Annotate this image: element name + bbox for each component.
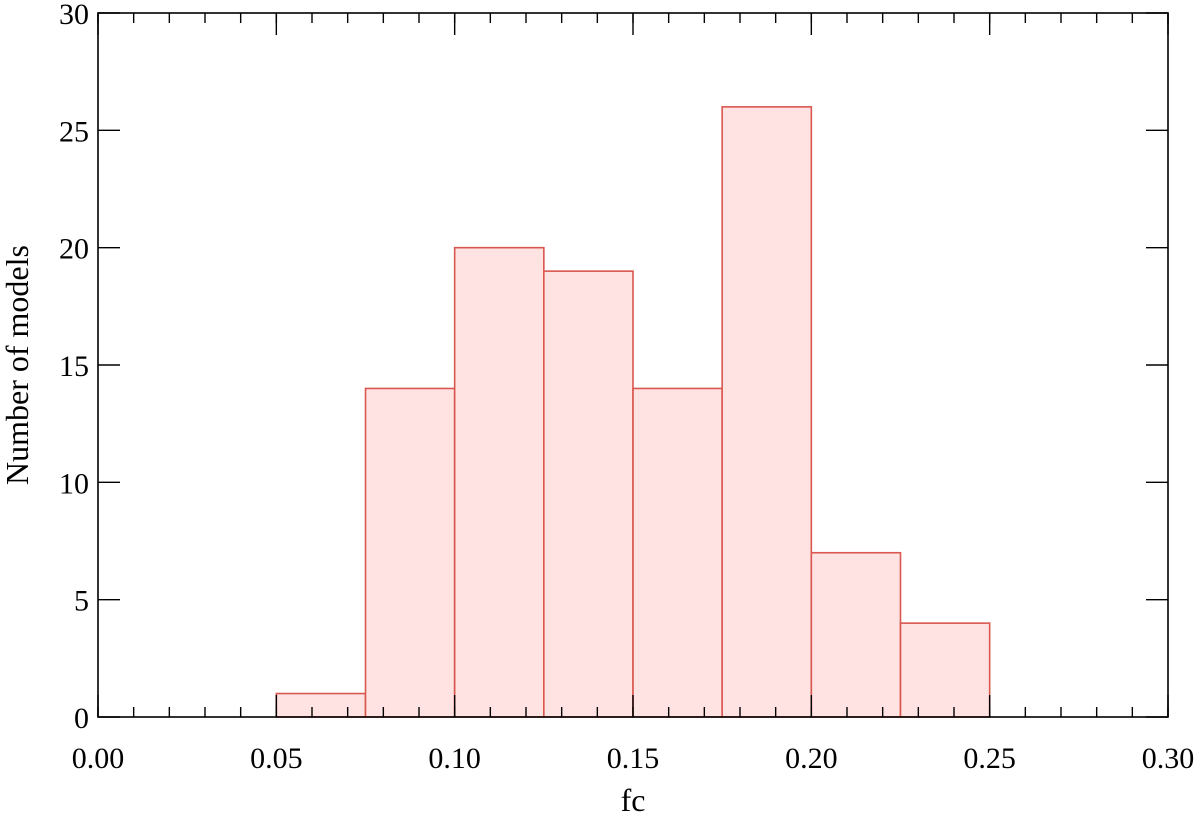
- y-tick-label: 25: [59, 115, 89, 148]
- y-tick-label: 15: [59, 350, 89, 383]
- histogram-bar: [364, 387, 456, 718]
- x-tick-label: 0.20: [785, 742, 838, 775]
- x-tick-labels: 0.00 0.05 0.10 0.15 0.20 0.25 0.30: [72, 742, 1195, 775]
- x-tick-label: 0.00: [72, 742, 125, 775]
- y-tick-label: 20: [59, 233, 89, 266]
- y-tick-label: 5: [74, 585, 89, 618]
- x-tick-label: 0.10: [428, 742, 481, 775]
- x-tick-label: 0.05: [250, 742, 303, 775]
- histogram-bar: [275, 692, 367, 718]
- y-tick-label: 0: [74, 702, 89, 735]
- y-tick-label: 30: [59, 0, 89, 31]
- x-tick-label: 0.30: [1142, 742, 1195, 775]
- histogram-bar: [453, 246, 545, 718]
- histogram-bar: [543, 270, 634, 718]
- x-axis-title: fc: [621, 782, 646, 818]
- histogram-bar: [632, 387, 723, 718]
- y-tick-label: 10: [59, 467, 89, 500]
- histogram-bar: [721, 106, 813, 718]
- histogram-bar: [810, 551, 902, 718]
- y-axis-title: Number of models: [0, 245, 35, 485]
- x-tick-label: 0.15: [607, 742, 660, 775]
- x-tick-label: 0.25: [963, 742, 1016, 775]
- bars-group: [275, 106, 991, 718]
- plot-frame: [97, 12, 1169, 718]
- y-tick-labels: 0 5 10 15 20 25 30: [59, 0, 89, 735]
- histogram-bar: [899, 622, 991, 718]
